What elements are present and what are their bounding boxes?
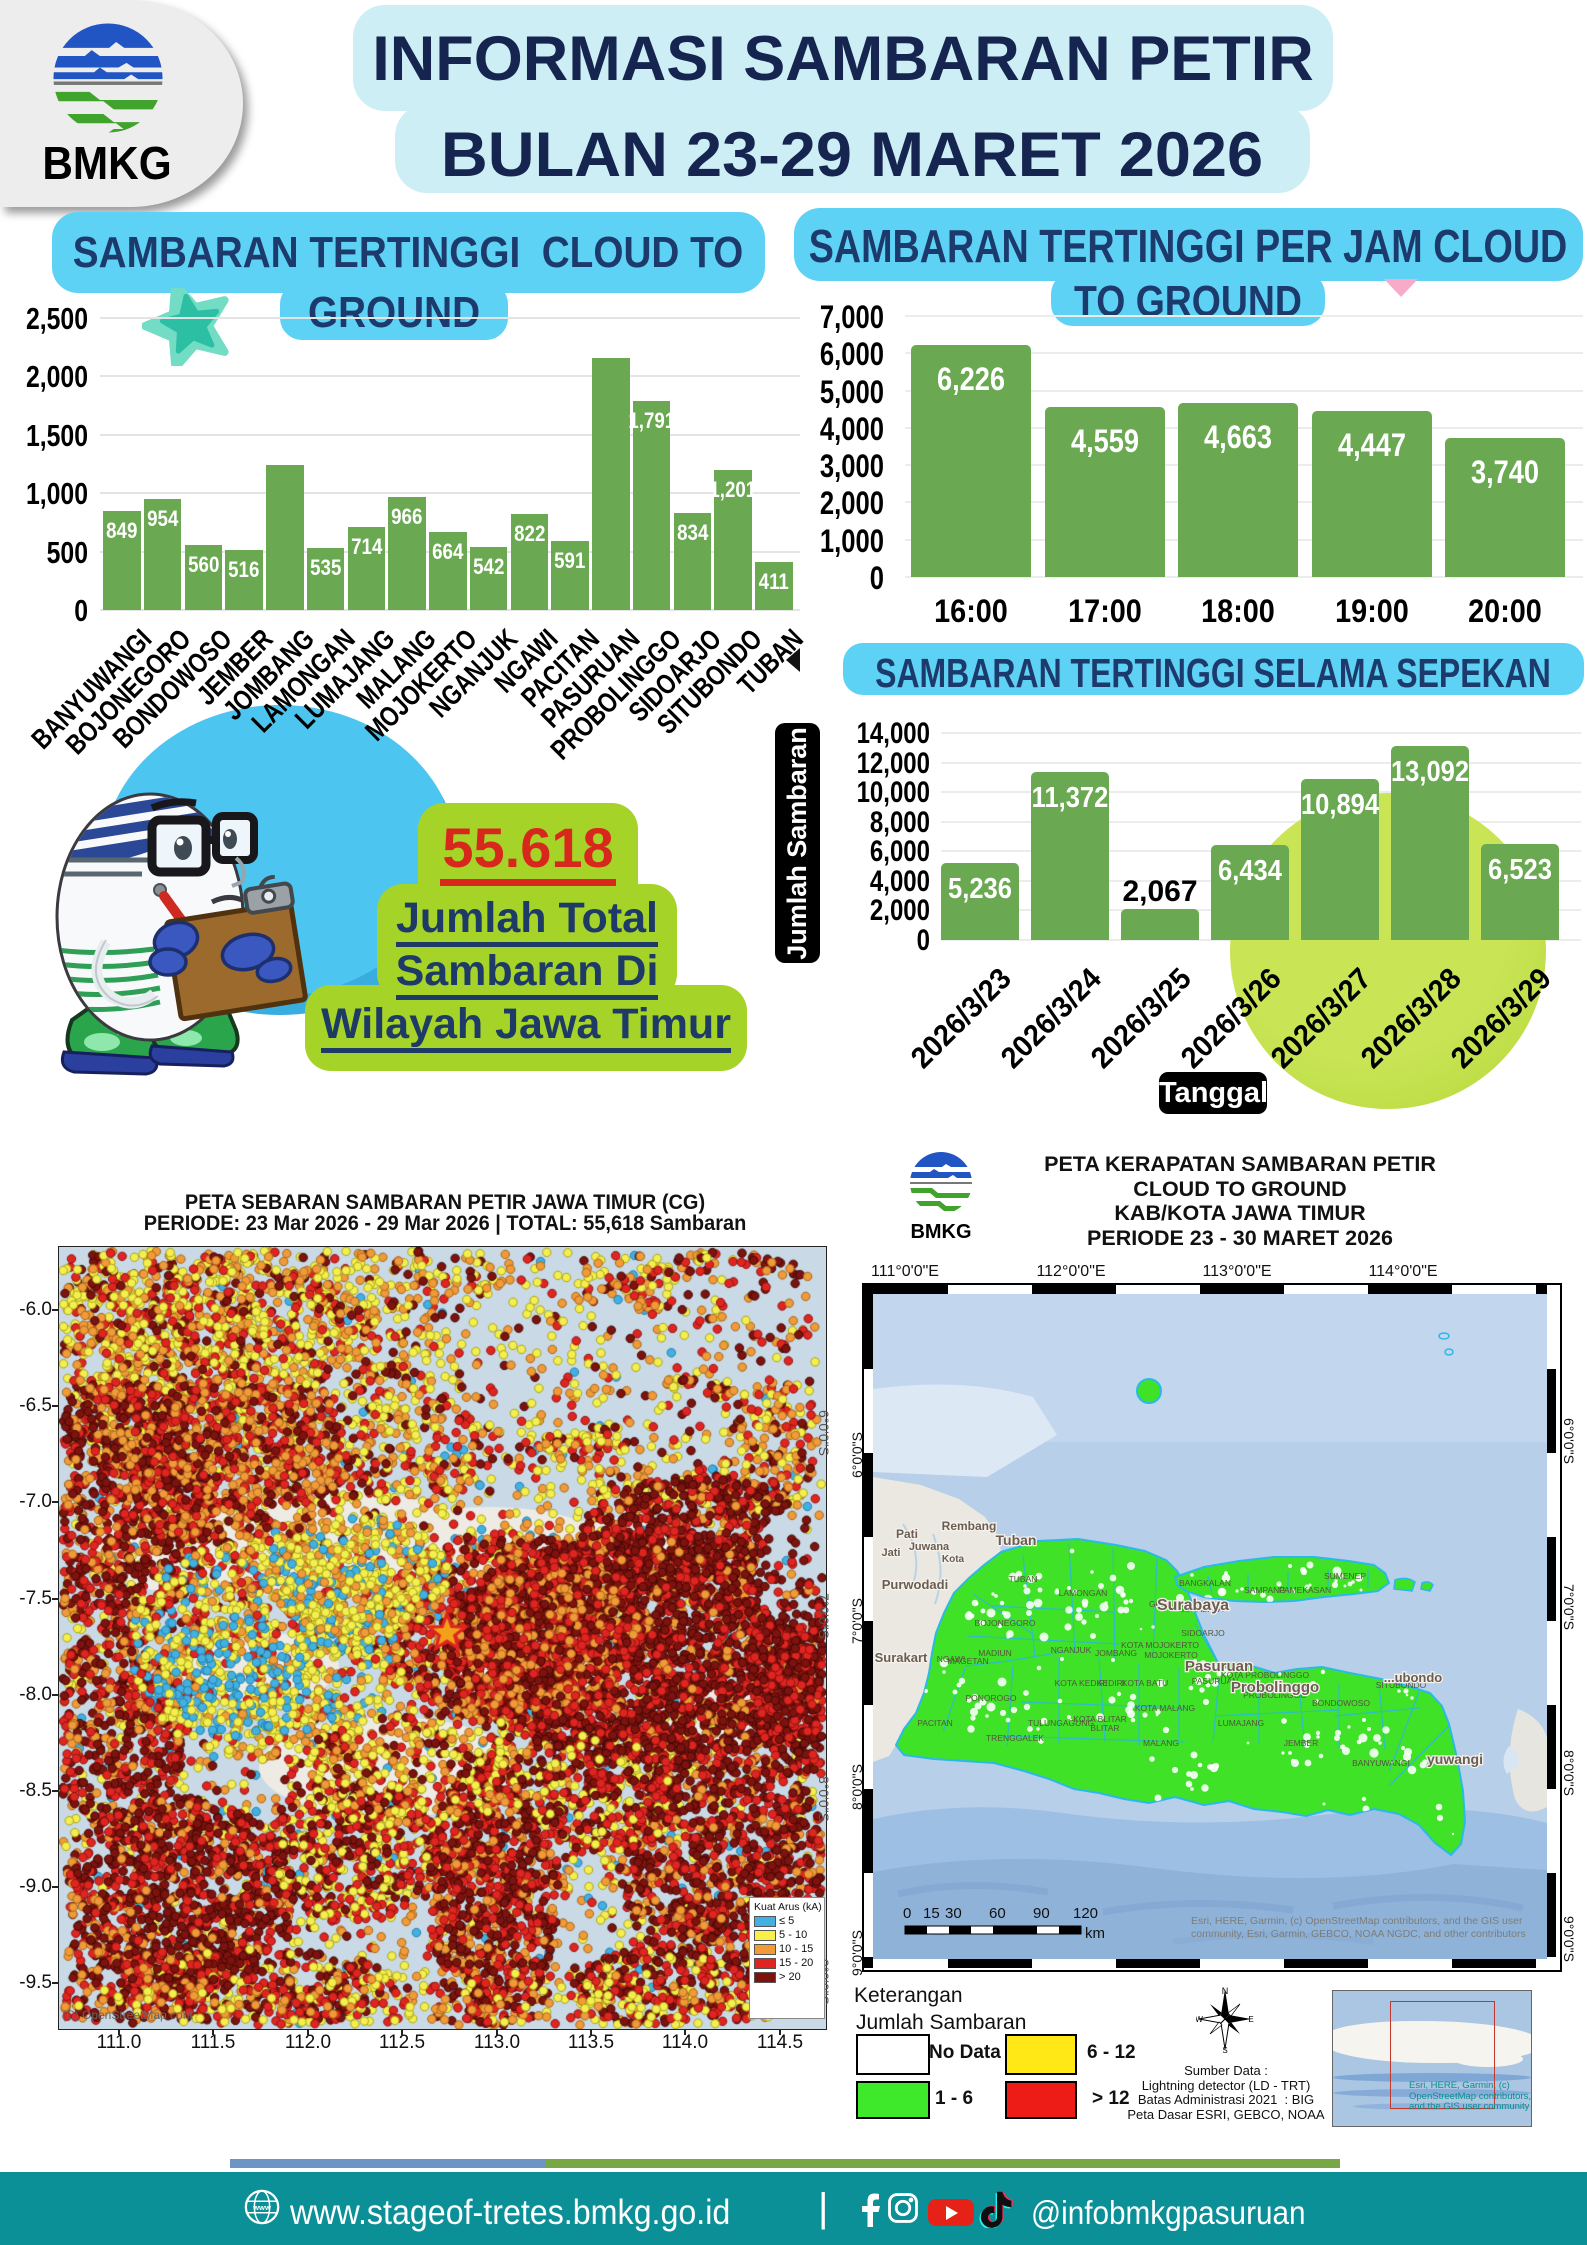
svg-text:JEMBER: JEMBER — [1284, 1738, 1318, 1748]
svg-text:PASURUAN: PASURUAN — [1192, 1676, 1239, 1686]
svg-text:SAMPANG: SAMPANG — [1244, 1585, 1286, 1595]
svg-text:NGAWI: NGAWI — [937, 1654, 966, 1664]
svg-text:SURABAYA: SURABAYA — [1178, 1604, 1223, 1614]
svg-text:KOTA KEDIRI: KOTA KEDIRI — [1055, 1678, 1108, 1688]
svg-text:KEDIRI: KEDIRI — [1097, 1678, 1125, 1688]
svg-text:BOJONEGORO: BOJONEGORO — [975, 1618, 1036, 1628]
svg-text:TULUNGAGUNG: TULUNGAGUNG — [1028, 1718, 1094, 1728]
svg-text:TUBAN: TUBAN — [1009, 1574, 1038, 1584]
svg-text:Juwana: Juwana — [909, 1541, 950, 1553]
svg-text:90: 90 — [1033, 1905, 1050, 1922]
svg-text:LAMONGAN: LAMONGAN — [1059, 1588, 1108, 1598]
svg-text:JOMBANG: JOMBANG — [1095, 1648, 1137, 1658]
svg-text:Kota: Kota — [942, 1554, 965, 1565]
svg-text:SUMENEP: SUMENEP — [1324, 1571, 1366, 1581]
svg-text:MAGETAN: MAGETAN — [947, 1656, 988, 1666]
svg-text:NGANJUK: NGANJUK — [1051, 1645, 1092, 1655]
svg-text:KOTA MALANG: KOTA MALANG — [1135, 1703, 1195, 1713]
svg-text:KOTA PROBOLINGGO: KOTA PROBOLINGGO — [1221, 1670, 1310, 1680]
svg-text:Probolinggo: Probolinggo — [1231, 1679, 1319, 1696]
svg-text:Tuban: Tuban — [996, 1532, 1037, 1548]
svg-text:community, Esri, Garmin, GEBCO: community, Esri, Garmin, GEBCO, NOAA NGD… — [1191, 1928, 1526, 1940]
svg-text:yuwangi: yuwangi — [1427, 1751, 1483, 1767]
svg-text:...ubondo: ...ubondo — [1384, 1670, 1443, 1685]
svg-text:Jati: Jati — [882, 1547, 901, 1559]
svg-text:TRENGGALEK: TRENGGALEK — [986, 1733, 1044, 1743]
svg-text:KOTA BLITAR: KOTA BLITAR — [1073, 1714, 1127, 1724]
svg-text:GRESIK: GRESIK — [1149, 1599, 1181, 1609]
svg-text:BMKG: BMKG — [910, 1221, 971, 1243]
svg-text:LUMAJANG: LUMAJANG — [1218, 1718, 1264, 1728]
svg-text:BLITAR: BLITAR — [1090, 1723, 1119, 1733]
svg-text:W: W — [1196, 2015, 1203, 2024]
svg-text:PACITAN: PACITAN — [917, 1718, 953, 1728]
svg-text:SITUBONDO: SITUBONDO — [1376, 1680, 1427, 1690]
svg-text:MOJOKERTO: MOJOKERTO — [1144, 1650, 1198, 1660]
svg-text:S: S — [1222, 2046, 1227, 2055]
svg-text:PROBOLINGGO: PROBOLINGGO — [1243, 1690, 1307, 1700]
svg-text:www: www — [252, 2203, 271, 2212]
svg-text:SIDOARJO: SIDOARJO — [1181, 1628, 1225, 1638]
svg-text:60: 60 — [989, 1905, 1006, 1922]
svg-text:km: km — [1085, 1925, 1105, 1942]
svg-text:Rembang: Rembang — [942, 1519, 997, 1533]
svg-text:KOTA MOJOKERTO: KOTA MOJOKERTO — [1121, 1640, 1199, 1650]
svg-text:PAMEKASAN: PAMEKASAN — [1279, 1585, 1331, 1595]
svg-text:MALANG: MALANG — [1143, 1738, 1179, 1748]
svg-text:PONOROGO: PONOROGO — [965, 1693, 1016, 1703]
svg-text:Pasuruan: Pasuruan — [1185, 1658, 1253, 1675]
svg-text:120: 120 — [1073, 1905, 1098, 1922]
svg-text:KOTA BATU: KOTA BATU — [1122, 1678, 1168, 1688]
svg-text:BONDOWOSO: BONDOWOSO — [1312, 1698, 1370, 1708]
svg-text:Purwodadi: Purwodadi — [882, 1577, 948, 1592]
svg-text:Surakart: Surakart — [875, 1650, 928, 1665]
svg-text:BANYUWANGI: BANYUWANGI — [1352, 1758, 1410, 1768]
svg-text:N: N — [1222, 1986, 1229, 1996]
svg-text:30: 30 — [945, 1905, 962, 1922]
svg-text:Surabaya: Surabaya — [1157, 1597, 1229, 1614]
svg-text:0: 0 — [903, 1905, 911, 1922]
svg-text:BANGKALAN: BANGKALAN — [1179, 1578, 1231, 1588]
svg-text:15: 15 — [923, 1905, 940, 1922]
svg-text:MADIUN: MADIUN — [978, 1648, 1012, 1658]
svg-text:Esri, HERE, Garmin, (c) OpenSt: Esri, HERE, Garmin, (c) OpenStreetMap co… — [1191, 1915, 1523, 1927]
svg-text:E: E — [1248, 2015, 1253, 2024]
svg-text:Pati: Pati — [896, 1527, 918, 1541]
